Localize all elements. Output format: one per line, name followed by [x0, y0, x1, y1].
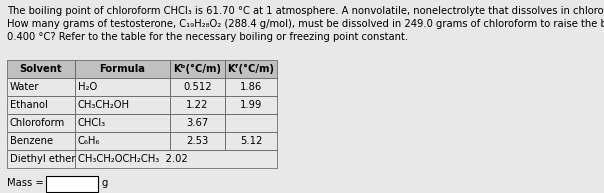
Bar [7, 150, 75, 168]
Bar [7, 114, 75, 132]
Text: Kᶠ(°C/m): Kᶠ(°C/m) [228, 64, 274, 74]
Text: 1.99: 1.99 [240, 100, 262, 110]
Bar [75, 132, 170, 150]
Bar [170, 96, 225, 114]
Bar [7, 96, 75, 114]
Bar [46, 176, 98, 192]
Text: 3.67: 3.67 [187, 118, 208, 128]
Text: Mass =: Mass = [7, 178, 43, 188]
Bar [7, 132, 75, 150]
Text: 1.22: 1.22 [186, 100, 209, 110]
Text: CHCl₃: CHCl₃ [78, 118, 106, 128]
Bar [75, 60, 170, 78]
Bar [170, 60, 225, 78]
Text: 5.12: 5.12 [240, 136, 262, 146]
Text: The boiling point of chloroform CHCl₃ is 61.70 °C at 1 atmosphere. A nonvolatile: The boiling point of chloroform CHCl₃ is… [7, 6, 604, 16]
Bar [170, 78, 225, 96]
Text: Benzene: Benzene [10, 136, 53, 146]
Text: How many grams of testosterone, C₁₉H₂₈O₂ (288.4 g/mol), must be dissolved in 249: How many grams of testosterone, C₁₉H₂₈O₂… [7, 19, 604, 29]
Text: Ethanol: Ethanol [10, 100, 48, 110]
Text: Water: Water [10, 82, 39, 92]
Bar [75, 150, 277, 168]
Text: 2.53: 2.53 [187, 136, 208, 146]
Bar [170, 132, 225, 150]
Text: Kᵇ(°C/m): Kᵇ(°C/m) [173, 64, 222, 74]
Text: Chloroform: Chloroform [10, 118, 65, 128]
Bar [7, 78, 75, 96]
Text: Diethyl ether: Diethyl ether [10, 154, 76, 164]
Bar [75, 96, 170, 114]
Bar [225, 132, 277, 150]
Bar [7, 60, 75, 78]
Bar [225, 60, 277, 78]
Text: CH₃CH₂OCH₂CH₃  2.02: CH₃CH₂OCH₂CH₃ 2.02 [78, 154, 188, 164]
Text: 0.512: 0.512 [183, 82, 212, 92]
Text: g: g [102, 178, 108, 188]
Bar [75, 114, 170, 132]
Text: Formula: Formula [100, 64, 146, 74]
Bar [225, 114, 277, 132]
Bar [225, 78, 277, 96]
Bar [225, 96, 277, 114]
Bar [170, 114, 225, 132]
Bar [75, 78, 170, 96]
Text: 0.400 °C? Refer to the table for the necessary boiling or freezing point constan: 0.400 °C? Refer to the table for the nec… [7, 32, 408, 42]
Text: Solvent: Solvent [20, 64, 62, 74]
Text: H₂O: H₂O [78, 82, 97, 92]
Text: CH₃CH₂OH: CH₃CH₂OH [78, 100, 130, 110]
Text: 1.86: 1.86 [240, 82, 262, 92]
Text: C₆H₆: C₆H₆ [78, 136, 100, 146]
